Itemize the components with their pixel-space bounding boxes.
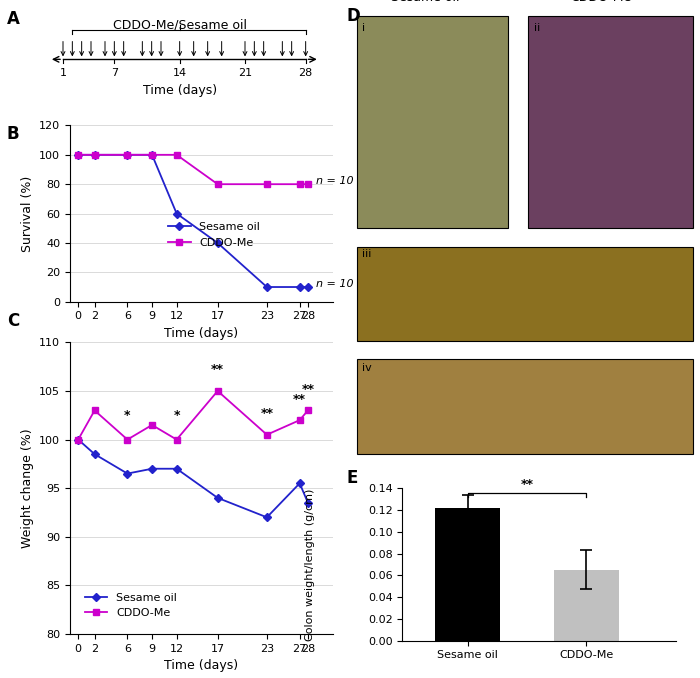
CDDO-Me [148, 421, 156, 429]
Line: Sesame oil: Sesame oil [75, 437, 311, 521]
Y-axis label: Survival (%): Survival (%) [20, 176, 34, 252]
Text: CDDO-Me: CDDO-Me [570, 0, 631, 5]
Text: Time (days): Time (days) [143, 85, 217, 98]
Text: **: ** [211, 363, 224, 376]
Text: CDDO-Me/Sesame oil: CDDO-Me/Sesame oil [113, 18, 246, 31]
Text: i: i [362, 23, 365, 33]
Bar [554, 570, 619, 641]
Sesame oil [295, 283, 304, 291]
Y-axis label: Colon weight/length (g/cm): Colon weight/length (g/cm) [305, 488, 315, 641]
Sesame oil [214, 239, 222, 247]
Bar [435, 508, 500, 641]
Text: **: ** [260, 407, 274, 420]
Bar [357, 247, 693, 341]
CDDO-Me [214, 387, 222, 395]
Text: E: E [346, 469, 358, 487]
Sesame oil [74, 151, 83, 159]
Text: n = 10: n = 10 [316, 176, 354, 186]
CDDO-Me [74, 151, 83, 159]
Text: iii: iii [362, 249, 372, 259]
Text: **: ** [521, 479, 533, 492]
Sesame oil [262, 513, 271, 521]
X-axis label: Time (days): Time (days) [164, 659, 238, 672]
Text: 1: 1 [60, 68, 66, 79]
Text: D: D [346, 7, 360, 25]
Text: 7: 7 [111, 68, 118, 79]
Text: **: ** [302, 383, 314, 396]
CDDO-Me [90, 406, 99, 414]
Legend: Sesame oil, CDDO-Me: Sesame oil, CDDO-Me [164, 218, 265, 252]
CDDO-Me [262, 180, 271, 188]
CDDO-Me [90, 151, 99, 159]
CDDO-Me [295, 180, 304, 188]
Text: Sesame oil: Sesame oil [391, 0, 460, 5]
CDDO-Me [304, 180, 312, 188]
Text: n = 10: n = 10 [316, 279, 354, 289]
Sesame oil [148, 151, 156, 159]
Sesame oil [123, 469, 132, 477]
Text: A: A [7, 10, 20, 28]
Text: **: ** [293, 393, 306, 405]
CDDO-Me [304, 406, 312, 414]
Text: ii: ii [533, 23, 540, 33]
Text: B: B [7, 125, 20, 144]
CDDO-Me [148, 151, 156, 159]
Sesame oil [295, 479, 304, 487]
Sesame oil [304, 283, 312, 291]
CDDO-Me [172, 151, 181, 159]
CDDO-Me [74, 435, 83, 443]
Text: 21: 21 [238, 68, 252, 79]
Text: 28: 28 [298, 68, 313, 79]
Sesame oil [304, 498, 312, 506]
Text: 14: 14 [173, 68, 187, 79]
CDDO-Me [295, 416, 304, 424]
Line: Sesame oil: Sesame oil [75, 152, 311, 290]
Text: *: * [174, 409, 180, 422]
Y-axis label: Weight change (%): Weight change (%) [21, 428, 34, 548]
Legend: Sesame oil, CDDO-Me: Sesame oil, CDDO-Me [80, 588, 182, 622]
Bar [357, 359, 693, 454]
Line: CDDO-Me: CDDO-Me [75, 388, 311, 443]
Sesame oil [74, 435, 83, 443]
Text: C: C [7, 312, 20, 330]
Sesame oil [90, 450, 99, 458]
CDDO-Me [262, 431, 271, 439]
Sesame oil [90, 151, 99, 159]
Sesame oil [214, 494, 222, 502]
Bar [528, 16, 693, 228]
Text: *: * [124, 409, 131, 422]
Sesame oil [172, 464, 181, 473]
Line: CDDO-Me: CDDO-Me [75, 152, 311, 187]
Sesame oil [148, 464, 156, 473]
Sesame oil [172, 210, 181, 218]
CDDO-Me [172, 435, 181, 443]
CDDO-Me [123, 151, 132, 159]
Bar [357, 16, 508, 228]
X-axis label: Time (days): Time (days) [164, 327, 238, 340]
Sesame oil [262, 283, 271, 291]
CDDO-Me [214, 180, 222, 188]
Sesame oil [123, 151, 132, 159]
CDDO-Me [123, 435, 132, 443]
Text: iv: iv [362, 363, 372, 373]
